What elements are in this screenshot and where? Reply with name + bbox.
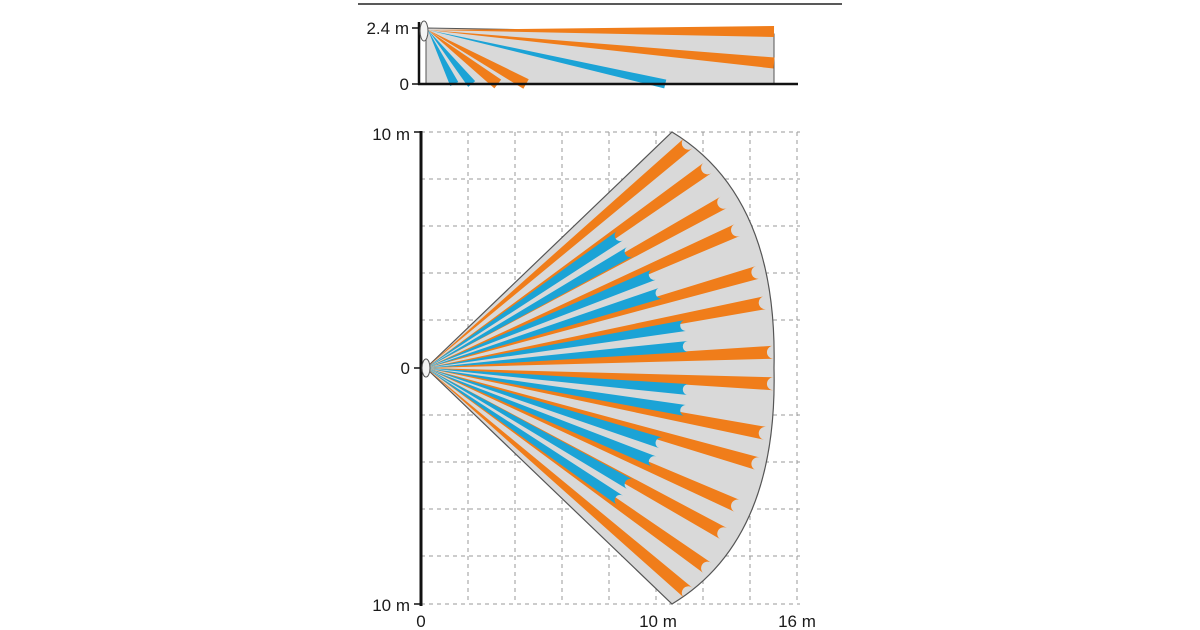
side-beam-long	[428, 26, 775, 37]
top-coverage-area	[425, 131, 775, 605]
top-view-beams	[426, 138, 774, 598]
short-range-beam	[426, 368, 633, 490]
x-mid-label: 10 m	[639, 612, 677, 630]
long-range-beam	[426, 138, 693, 368]
side-beam-short	[428, 30, 476, 87]
long-range-beam	[426, 296, 767, 368]
long-range-beam	[426, 224, 741, 368]
y-center-label: 0	[401, 359, 410, 378]
side-beam-short	[428, 30, 459, 87]
short-range-beam	[426, 368, 624, 505]
long-range-beam	[426, 162, 712, 368]
side-beam-long	[428, 30, 775, 69]
short-range-beam	[426, 368, 657, 467]
short-range-beam	[426, 320, 687, 368]
long-range-beam	[426, 368, 767, 440]
pir-sensor-icon	[421, 358, 431, 378]
long-range-beam	[426, 368, 693, 598]
short-range-beam	[426, 368, 689, 396]
side-beam-short	[428, 30, 667, 89]
side-view-beams	[428, 26, 775, 89]
side-view-diagram: 2.4 m 0	[366, 19, 798, 94]
short-range-beam	[426, 269, 657, 368]
short-range-beam	[426, 340, 689, 368]
x-max-label: 16 m	[778, 612, 816, 630]
y-bottom-label: 10 m	[372, 596, 410, 615]
top-view-diagram: 10 m 0 10 m 0 10 m 16 m	[372, 125, 816, 630]
pir-sensor-icon	[419, 20, 429, 42]
long-range-beam	[426, 368, 741, 512]
short-range-beam	[426, 287, 663, 368]
y-top-label: 10 m	[372, 125, 410, 144]
short-range-beam	[426, 231, 624, 368]
side-height-label: 2.4 m	[366, 19, 409, 38]
short-range-beam	[426, 246, 633, 368]
side-beam-long	[428, 30, 502, 89]
short-range-beam	[426, 368, 687, 416]
side-beam-long	[428, 30, 529, 89]
short-range-beam	[426, 368, 663, 449]
x-origin-label: 0	[416, 612, 425, 630]
side-floor-label: 0	[400, 75, 409, 94]
long-range-beam	[426, 368, 712, 574]
